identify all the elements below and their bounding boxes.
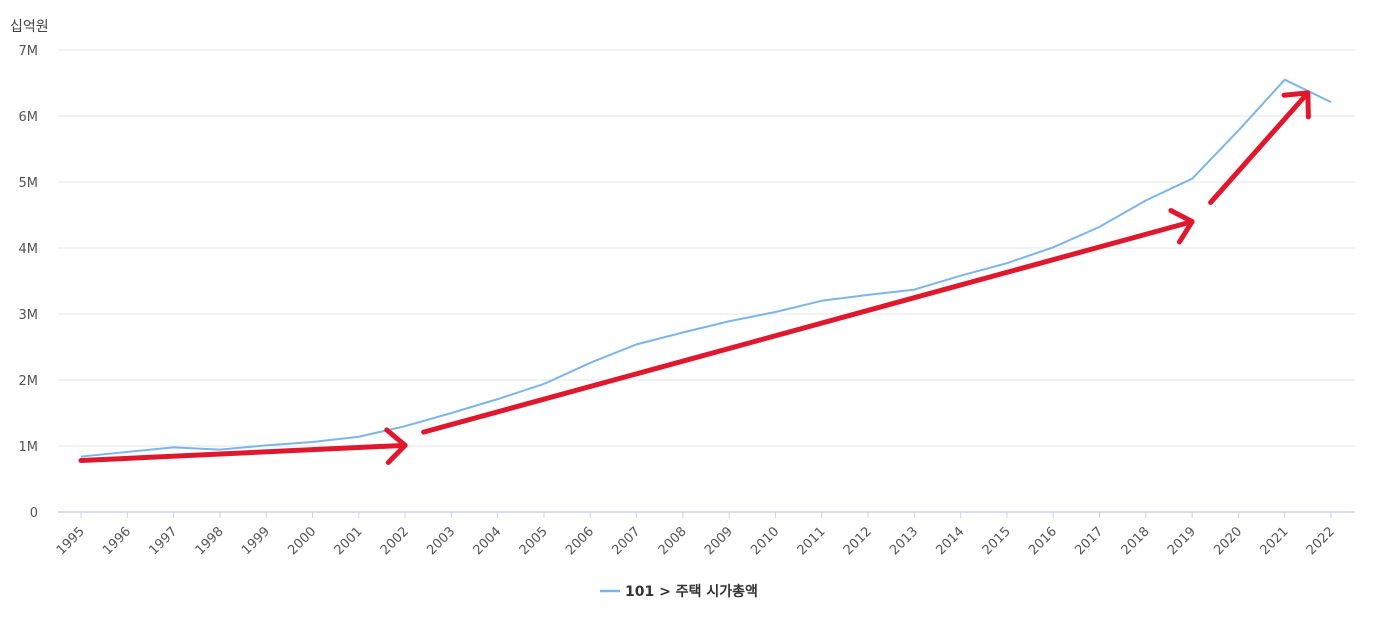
y-tick-label: 2M	[19, 374, 39, 389]
x-tick-label: 2000	[285, 524, 319, 558]
x-tick-label: 2009	[702, 524, 736, 558]
axis-layer: 0 1M 2M 3M 4M 5M 6M 7M 1995 1996 1997 1998 1999 2000 2…	[19, 44, 1355, 558]
trend-arrow-shaft	[1208, 90, 1311, 205]
trend-arrow-head	[1168, 208, 1195, 245]
y-tick-label: 7M	[19, 44, 39, 59]
trend-arrow-shaft	[421, 219, 1195, 435]
x-tick-label: 2020	[1211, 524, 1245, 558]
x-tick-label: 1996	[100, 524, 134, 558]
series-layer	[80, 78, 1332, 458]
x-tick-label: 2010	[748, 524, 782, 558]
x-tick-label: 1997	[146, 524, 180, 558]
x-tick-label: 2007	[609, 524, 643, 558]
x-tick-label: 1998	[193, 524, 227, 558]
trend-arrow	[421, 208, 1195, 435]
legend-label[interactable]: 101 > 주택 시가총액	[625, 583, 758, 600]
y-tick-label: 6M	[19, 110, 39, 125]
grid-layer	[58, 49, 1355, 447]
trend-arrow	[1208, 90, 1311, 205]
x-tick-label: 2005	[517, 524, 551, 558]
x-tick-label: 2021	[1258, 524, 1292, 558]
trend-arrow-shaft	[78, 442, 408, 464]
x-tick-label: 2002	[378, 524, 412, 558]
x-tick-label: 2016	[1026, 524, 1060, 558]
x-tick-label: 2003	[424, 524, 458, 558]
x-tick-label: 2004	[470, 524, 504, 558]
x-tick-label: 2018	[1119, 524, 1153, 558]
x-tick-label: 2015	[980, 524, 1014, 558]
x-tick-label: 2013	[887, 524, 921, 558]
label-layer: 십억원	[10, 19, 49, 35]
x-tick-label: 1999	[239, 524, 273, 558]
trend-arrow-head	[1281, 90, 1311, 120]
y-tick-label: 1M	[19, 440, 39, 455]
y-tick-label: 5M	[19, 176, 39, 191]
series-line[interactable]	[80, 78, 1332, 458]
x-tick-label: 2006	[563, 524, 597, 558]
x-tick-label: 2012	[841, 524, 875, 558]
annotation-layer	[78, 90, 1311, 465]
trend-arrow	[78, 427, 408, 465]
y-axis-unit-label: 십억원	[10, 19, 49, 35]
trend-arrow-head	[384, 427, 408, 465]
legend[interactable]: 101 > 주택 시가총액	[600, 583, 758, 600]
x-tick-label: 2008	[656, 524, 690, 558]
y-tick-label: 4M	[19, 242, 39, 257]
x-tick-label: 2014	[933, 524, 967, 558]
y-tick-label: 0	[30, 506, 38, 521]
x-tick-label: 2011	[795, 524, 829, 558]
y-tick-label: 3M	[19, 308, 39, 323]
x-tick-label: 2022	[1304, 524, 1338, 558]
x-tick-label: 2001	[332, 524, 366, 558]
x-tick-label: 2017	[1072, 524, 1106, 558]
x-tick-label: 2019	[1165, 524, 1199, 558]
x-tick-label: 1995	[54, 524, 88, 558]
